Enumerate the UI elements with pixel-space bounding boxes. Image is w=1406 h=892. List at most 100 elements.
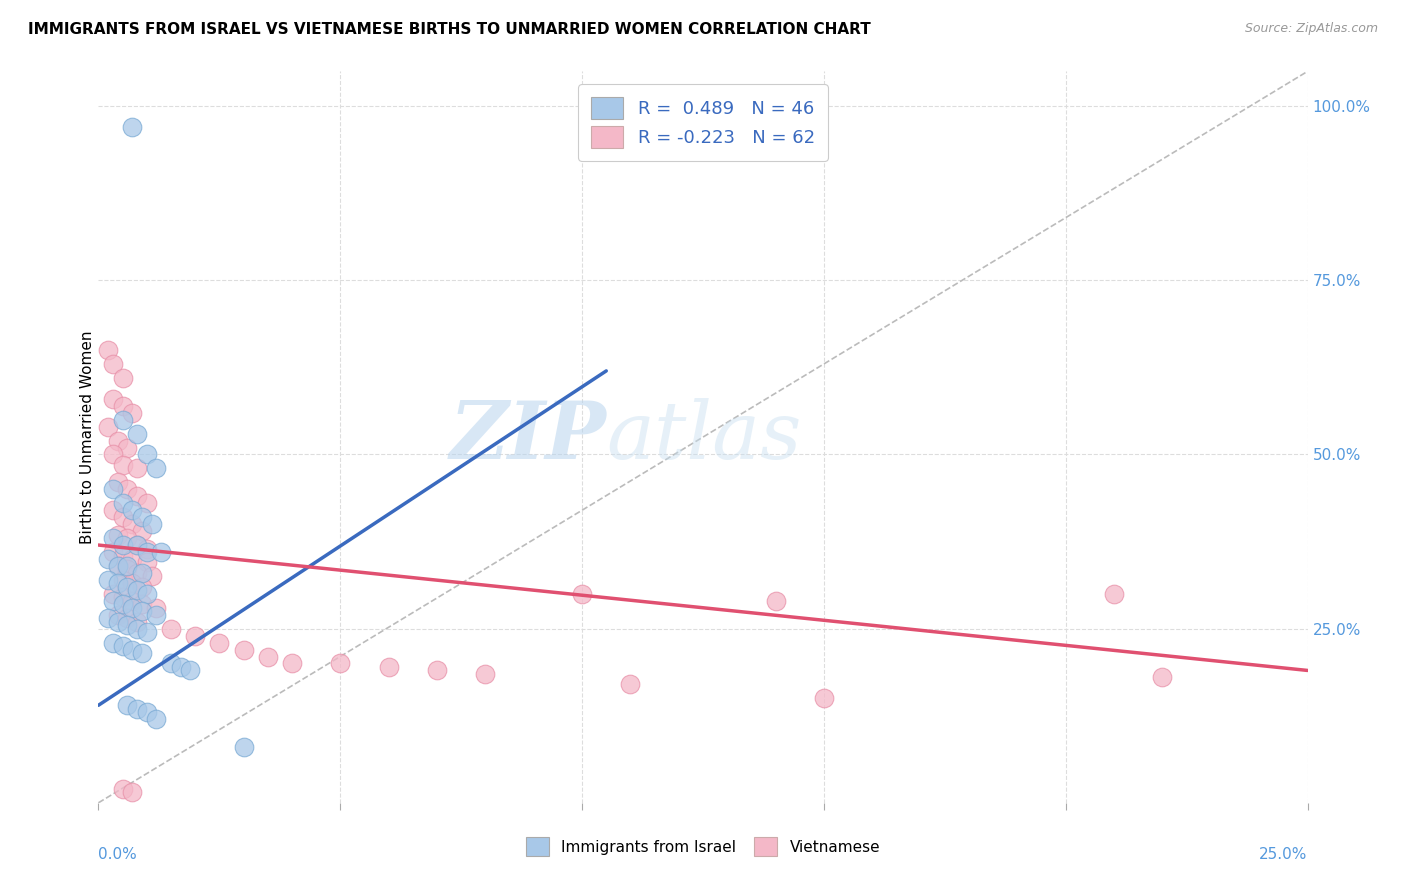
Point <box>232 642 254 657</box>
Point <box>121 594 143 608</box>
Text: atlas: atlas <box>606 399 801 475</box>
Point <box>131 580 153 594</box>
Point <box>121 552 143 566</box>
Point <box>145 712 167 726</box>
Point <box>160 622 183 636</box>
Point <box>127 583 149 598</box>
Point <box>111 412 134 426</box>
Point <box>135 545 157 559</box>
Point <box>121 503 143 517</box>
Point <box>117 562 139 576</box>
Point <box>111 538 134 552</box>
Point <box>135 556 157 570</box>
Point <box>101 483 124 497</box>
Point <box>208 635 231 649</box>
Point <box>169 660 191 674</box>
Point <box>101 392 124 406</box>
Point <box>1152 670 1174 684</box>
Point <box>117 580 139 594</box>
Point <box>101 503 124 517</box>
Point <box>131 604 153 618</box>
Point <box>121 785 143 799</box>
Point <box>111 597 134 611</box>
Point <box>97 611 120 625</box>
Point <box>127 566 149 580</box>
Point <box>117 441 139 455</box>
Point <box>160 657 183 671</box>
Point <box>1102 587 1125 601</box>
Point <box>111 510 134 524</box>
Point <box>127 538 149 552</box>
Point <box>101 531 124 545</box>
Point <box>101 594 124 608</box>
Point <box>131 524 153 538</box>
Point <box>117 531 139 545</box>
Point <box>135 448 157 462</box>
Point <box>145 461 167 475</box>
Point <box>135 705 157 719</box>
Point <box>619 677 641 691</box>
Point <box>184 629 207 643</box>
Point <box>377 660 399 674</box>
Point <box>813 691 835 706</box>
Point <box>135 541 157 556</box>
Text: 25.0%: 25.0% <box>1260 847 1308 862</box>
Point <box>101 448 124 462</box>
Point <box>97 419 120 434</box>
Point <box>281 657 304 671</box>
Point <box>97 343 120 357</box>
Point <box>179 664 201 678</box>
Point <box>426 664 449 678</box>
Point <box>127 461 149 475</box>
Point <box>121 517 143 532</box>
Text: 0.0%: 0.0% <box>98 847 138 862</box>
Point <box>117 611 139 625</box>
Point <box>127 538 149 552</box>
Point <box>131 597 153 611</box>
Point <box>474 667 496 681</box>
Point <box>117 698 139 713</box>
Point <box>135 496 157 510</box>
Point <box>107 615 129 629</box>
Point <box>571 587 593 601</box>
Point <box>107 527 129 541</box>
Point <box>101 545 124 559</box>
Point <box>131 510 153 524</box>
Text: Source: ZipAtlas.com: Source: ZipAtlas.com <box>1244 22 1378 36</box>
Point <box>111 639 134 653</box>
Point <box>111 399 134 413</box>
Point <box>127 426 149 441</box>
Point <box>107 475 129 490</box>
Point <box>329 657 352 671</box>
Point <box>111 573 134 587</box>
Point <box>232 740 254 755</box>
Point <box>121 642 143 657</box>
Point <box>107 558 129 573</box>
Point <box>121 406 143 420</box>
Point <box>111 781 134 796</box>
Point <box>101 587 124 601</box>
Point <box>117 483 139 497</box>
Point <box>101 635 124 649</box>
Point <box>111 371 134 385</box>
Point <box>107 558 129 573</box>
Point <box>135 587 157 601</box>
Y-axis label: Births to Unmarried Women: Births to Unmarried Women <box>80 330 94 544</box>
Point <box>150 545 173 559</box>
Point <box>107 434 129 448</box>
Point <box>131 646 153 660</box>
Point <box>121 600 143 615</box>
Text: ZIP: ZIP <box>450 399 606 475</box>
Point <box>127 615 149 629</box>
Point <box>111 458 134 472</box>
Point <box>111 496 134 510</box>
Point <box>141 569 163 583</box>
Point <box>145 600 167 615</box>
Point <box>256 649 278 664</box>
Legend: Immigrants from Israel, Vietnamese: Immigrants from Israel, Vietnamese <box>513 825 893 868</box>
Point <box>111 549 134 563</box>
Point <box>127 702 149 716</box>
Point <box>111 591 134 605</box>
Point <box>127 489 149 503</box>
Point <box>141 517 163 532</box>
